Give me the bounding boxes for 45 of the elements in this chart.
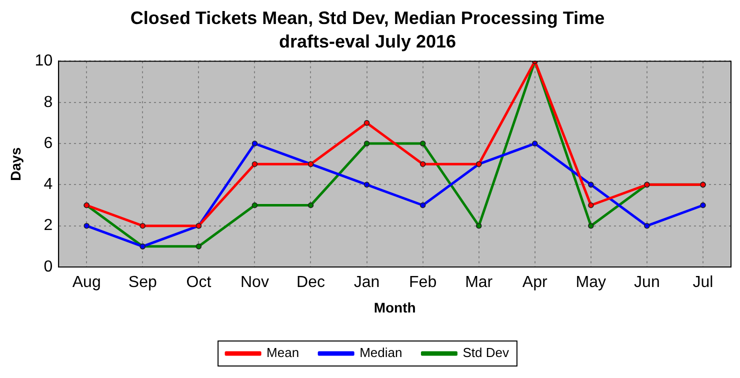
point — [700, 202, 706, 208]
x-tick-label: Feb — [409, 274, 437, 292]
point — [252, 161, 258, 167]
point — [644, 222, 650, 229]
x-tick-label: Sep — [128, 274, 157, 292]
point — [252, 140, 258, 146]
x-tick-label: Jul — [692, 274, 714, 292]
x-tick-label: May — [576, 274, 606, 292]
legend-label: Median — [360, 345, 402, 360]
point — [308, 202, 314, 208]
x-tick-label: Mar — [465, 274, 494, 292]
point — [420, 140, 426, 146]
x-tick-label: Aug — [72, 274, 101, 292]
x-tick-label: Nov — [240, 274, 269, 292]
point — [476, 222, 482, 229]
point — [364, 120, 370, 126]
point — [140, 222, 146, 229]
x-axis-title: Month — [374, 299, 416, 316]
y-tick-label: 8 — [44, 94, 53, 111]
legend-label: Mean — [266, 345, 300, 360]
point — [420, 202, 426, 208]
point — [420, 161, 426, 167]
legend-label: Std Dev — [462, 345, 510, 360]
chart-title: Closed Tickets Mean, Std Dev, Median Processing Time — [130, 8, 605, 28]
x-tick-label: Apr — [522, 274, 548, 292]
point — [588, 202, 594, 208]
point — [252, 202, 258, 208]
chart-subtitle: drafts-eval July 2016 — [278, 31, 456, 52]
point — [588, 182, 594, 188]
x-tick-label: Jun — [634, 274, 660, 292]
y-axis-title: Days — [7, 147, 24, 181]
point — [196, 244, 202, 250]
point — [84, 222, 90, 229]
y-tick-label: 6 — [44, 134, 53, 152]
point — [588, 222, 594, 229]
x-tick-label: Dec — [296, 274, 325, 292]
y-tick-label: 0 — [44, 258, 53, 276]
point — [364, 182, 370, 188]
y-tick-label: 2 — [44, 217, 53, 234]
y-tick-label: 4 — [44, 176, 53, 194]
y-tick-label: 10 — [34, 52, 53, 70]
x-tick-label: Jan — [354, 274, 380, 292]
x-tick-label: Oct — [186, 274, 212, 292]
point — [532, 140, 538, 146]
point — [364, 140, 370, 146]
